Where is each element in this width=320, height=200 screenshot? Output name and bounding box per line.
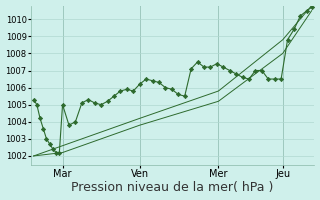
X-axis label: Pression niveau de la mer( hPa ): Pression niveau de la mer( hPa ) bbox=[71, 181, 274, 194]
